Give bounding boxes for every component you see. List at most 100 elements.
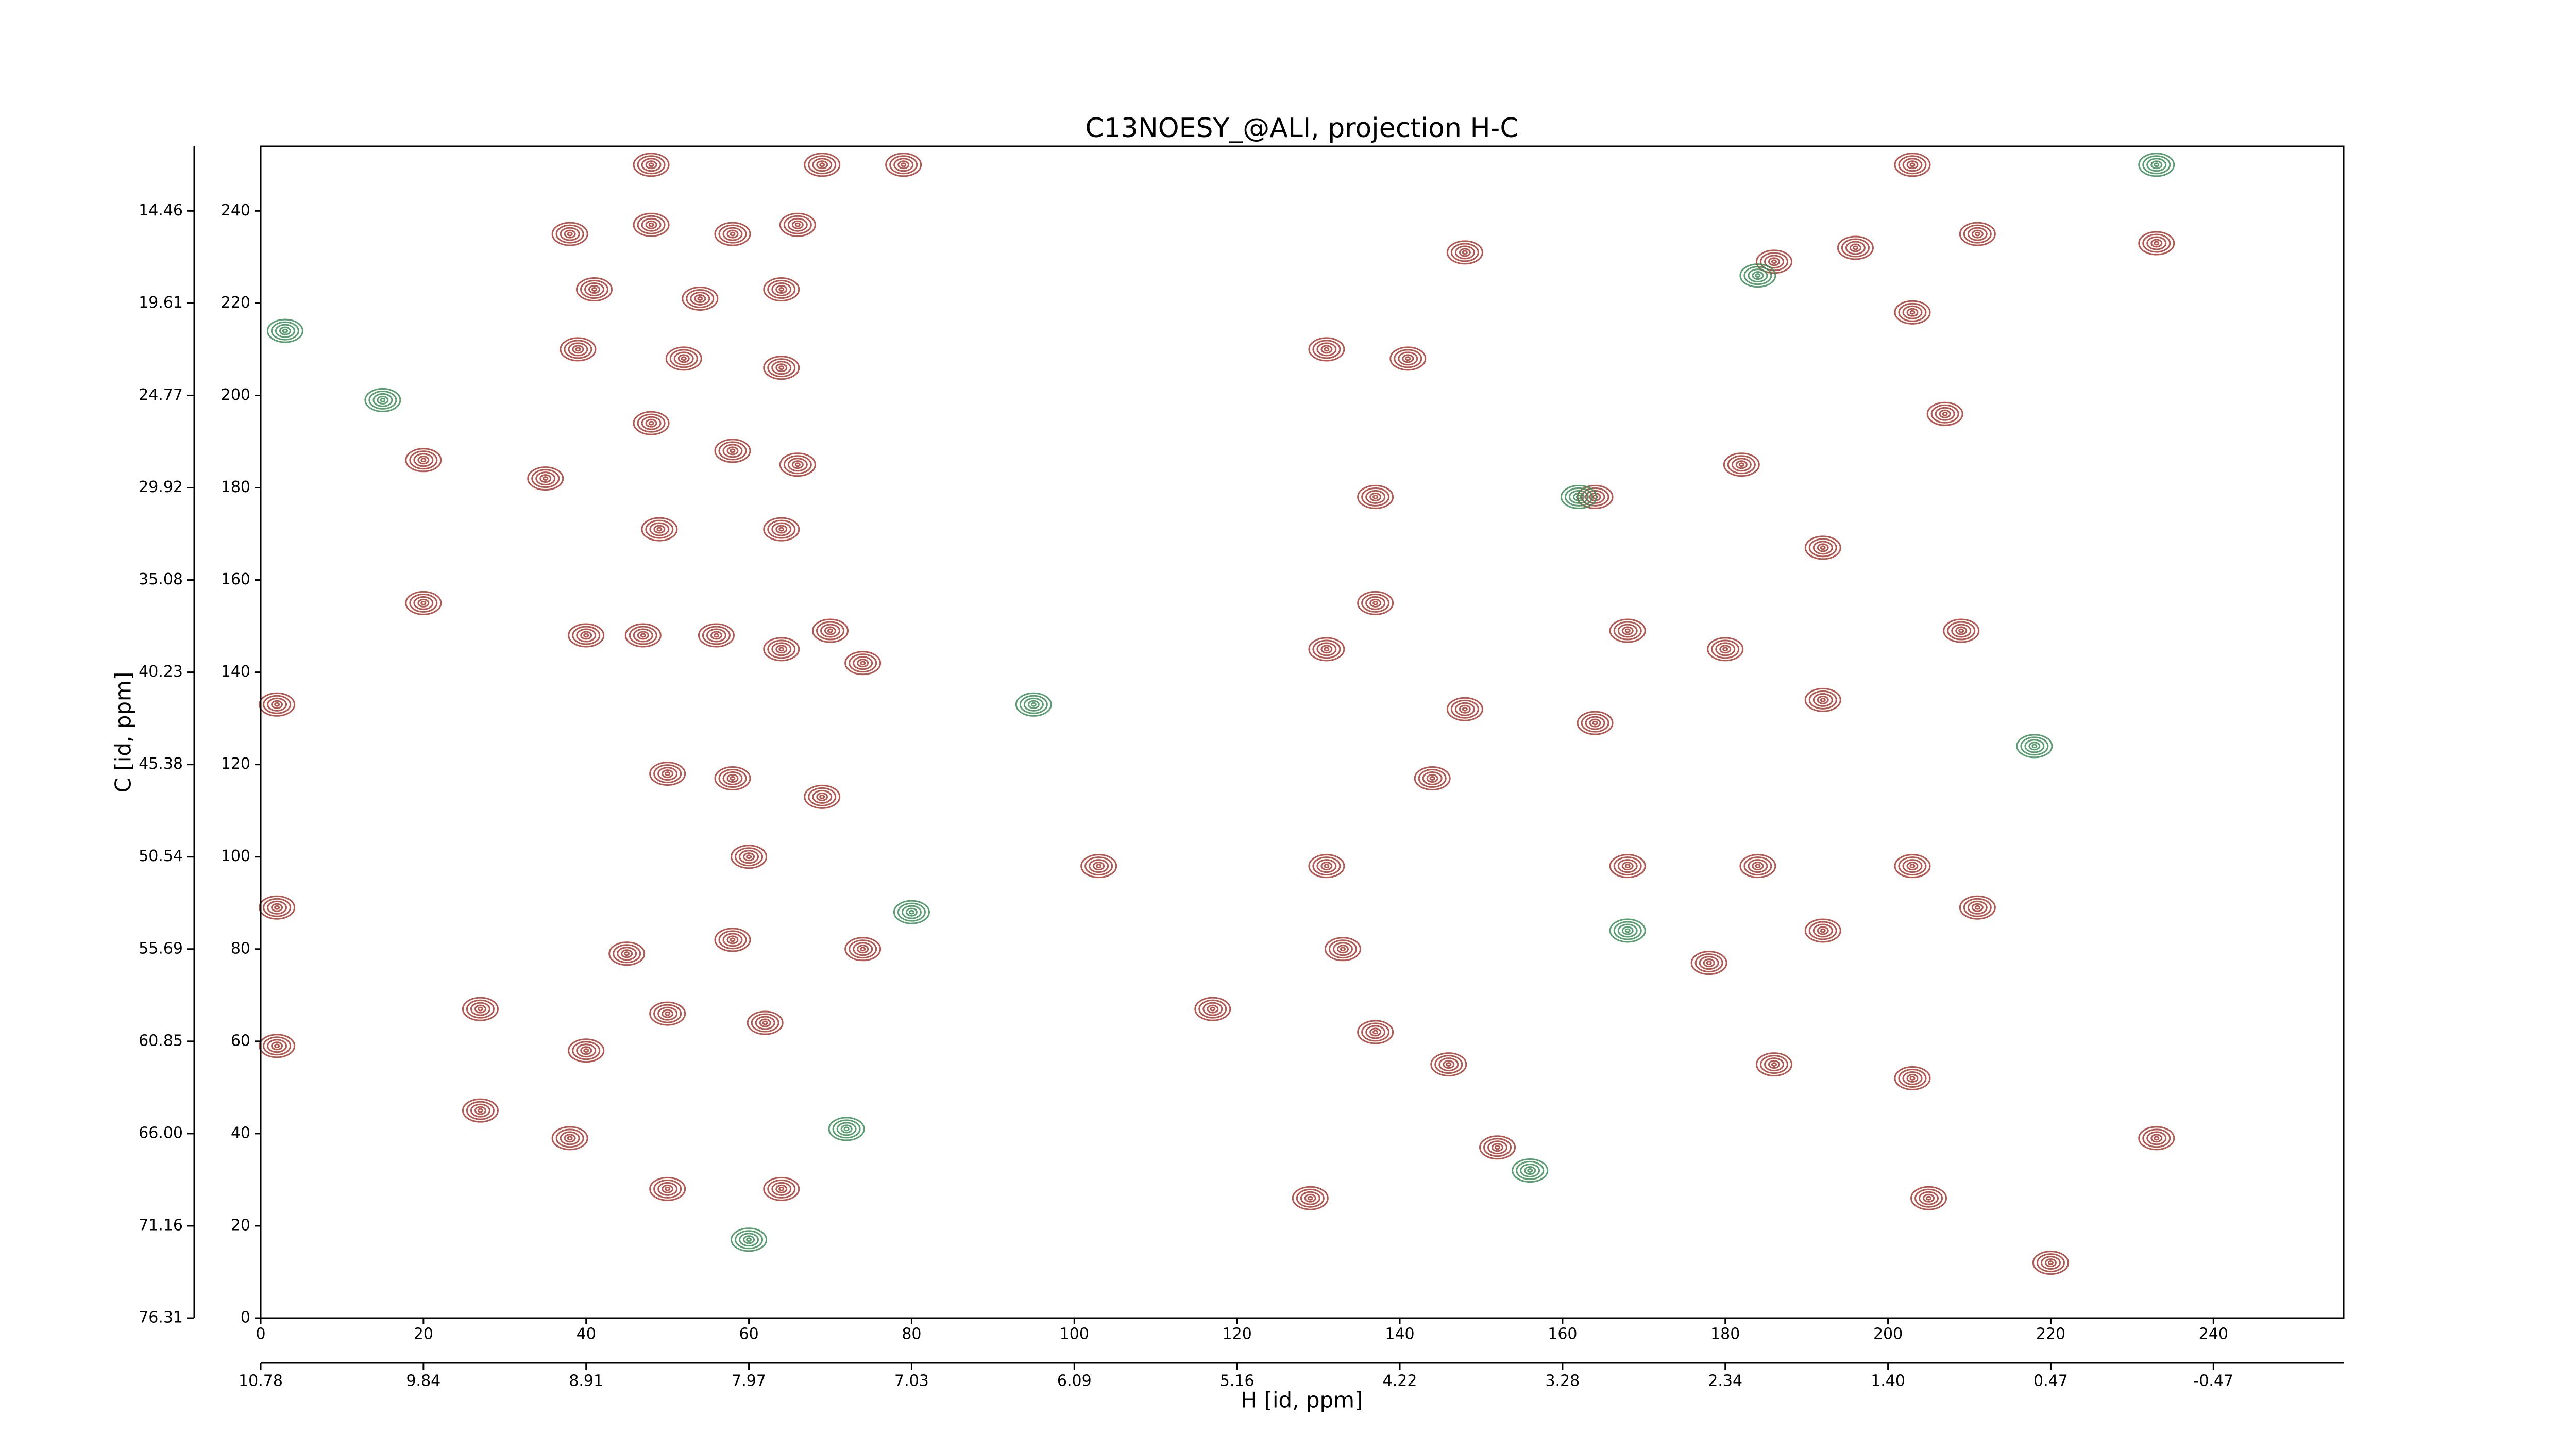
contour-ring bbox=[2016, 734, 2053, 759]
contour-ring bbox=[1015, 692, 1052, 717]
x2-tick-label: 4.22 bbox=[1383, 1372, 1417, 1390]
contour-ring bbox=[624, 623, 662, 648]
contour-ring bbox=[1369, 598, 1382, 608]
contour-ring bbox=[1694, 953, 1723, 973]
contour-ring bbox=[857, 659, 869, 668]
contour-ring bbox=[853, 942, 873, 956]
contour-ring bbox=[633, 212, 670, 237]
contour-ring bbox=[470, 1103, 490, 1118]
peak bbox=[1389, 346, 1427, 371]
x2-tick-label: 3.28 bbox=[1545, 1372, 1580, 1390]
contour-ring bbox=[1755, 273, 1761, 278]
x2-tick-label: -0.47 bbox=[2194, 1372, 2234, 1390]
contour-ring bbox=[567, 231, 573, 237]
contour-ring bbox=[2142, 233, 2171, 253]
contour-ring bbox=[844, 937, 882, 962]
y-tick-label: 40 bbox=[231, 1124, 250, 1142]
contour-ring bbox=[1613, 856, 1642, 876]
contour-ring bbox=[1898, 302, 1927, 322]
contour-ring bbox=[804, 784, 841, 809]
contour-ring bbox=[1609, 618, 1646, 643]
contour-ring bbox=[1959, 222, 1996, 246]
contour-ring bbox=[259, 1034, 296, 1058]
contour-ring bbox=[1512, 1158, 1549, 1183]
y-tick-label: 140 bbox=[221, 663, 250, 681]
contour-ring bbox=[1731, 458, 1752, 472]
contour-ring bbox=[1357, 591, 1394, 615]
contour-ring bbox=[637, 215, 666, 234]
contour-ring bbox=[274, 702, 280, 707]
peak bbox=[1959, 222, 1996, 246]
contour-ring bbox=[759, 1018, 771, 1027]
contour-ring bbox=[1613, 921, 1642, 940]
peak bbox=[2032, 1251, 2069, 1275]
contour-ring bbox=[2146, 1131, 2167, 1145]
contour-ring bbox=[2142, 1128, 2171, 1148]
contour-ring bbox=[413, 596, 434, 610]
contour-ring bbox=[653, 764, 682, 784]
contour-ring bbox=[1837, 235, 1874, 260]
contour-ring bbox=[1752, 271, 1764, 280]
contour-ring bbox=[580, 631, 592, 640]
x2-tick-label: 7.03 bbox=[894, 1372, 929, 1390]
contour-ring bbox=[648, 420, 654, 426]
contour-ring bbox=[1312, 340, 1341, 359]
x-tick-label: 60 bbox=[739, 1325, 758, 1343]
contour-ring bbox=[771, 361, 792, 375]
contour-ring bbox=[1812, 693, 1833, 707]
contour-ring bbox=[816, 160, 828, 170]
contour-ring bbox=[778, 527, 785, 532]
y-tick-label: 80 bbox=[231, 939, 250, 957]
x2-tick-label: 1.40 bbox=[1871, 1372, 1905, 1390]
contour-ring bbox=[1841, 238, 1870, 258]
y2-tick-label: 71.16 bbox=[139, 1216, 183, 1234]
contour-ring bbox=[1454, 702, 1475, 716]
x-tick-label: 220 bbox=[2036, 1325, 2065, 1343]
contour-ring bbox=[1817, 543, 1829, 552]
contour-ring bbox=[1340, 947, 1346, 952]
contour-ring bbox=[1418, 769, 1447, 788]
contour-ring bbox=[726, 774, 739, 783]
contour-ring bbox=[730, 776, 736, 781]
contour-ring bbox=[1372, 494, 1379, 499]
contour-ring bbox=[1320, 345, 1333, 354]
contour-ring bbox=[1909, 162, 1916, 167]
peak bbox=[1479, 1135, 1516, 1160]
contour-ring bbox=[673, 351, 694, 366]
contour-ring bbox=[279, 326, 291, 335]
contour-ring bbox=[576, 628, 597, 643]
contour-ring bbox=[2031, 744, 2038, 749]
y-tick-label: 20 bbox=[231, 1216, 250, 1234]
contour-ring bbox=[1450, 243, 1479, 262]
contour-ring bbox=[564, 229, 576, 239]
contour-ring bbox=[1080, 854, 1117, 879]
contour-ring bbox=[267, 900, 287, 915]
peak bbox=[828, 1117, 865, 1141]
contour-ring bbox=[621, 949, 633, 958]
x-tick-label: 160 bbox=[1548, 1325, 1577, 1343]
contour-ring bbox=[1748, 859, 1768, 873]
contour-ring bbox=[645, 418, 657, 428]
contour-ring bbox=[1804, 918, 1841, 943]
y2-tick-label: 14.46 bbox=[139, 201, 183, 220]
contour-ring bbox=[633, 153, 670, 177]
peak bbox=[266, 318, 303, 343]
contour-ring bbox=[271, 903, 283, 912]
contour-ring bbox=[420, 458, 427, 463]
contour-ring bbox=[722, 771, 743, 786]
contour-ring bbox=[662, 1009, 674, 1018]
contour-ring bbox=[649, 522, 670, 536]
contour-ring bbox=[583, 1048, 589, 1053]
contour-ring bbox=[1524, 1166, 1536, 1175]
contour-ring bbox=[731, 1227, 768, 1252]
peak bbox=[1446, 240, 1483, 265]
peak bbox=[364, 387, 401, 412]
peak bbox=[1292, 1186, 1329, 1210]
contour-ring bbox=[686, 289, 715, 308]
contour-ring bbox=[1898, 856, 1927, 876]
peak bbox=[763, 1176, 800, 1201]
contour-ring bbox=[665, 346, 702, 371]
contour-ring bbox=[1613, 621, 1642, 641]
contour-ring bbox=[767, 280, 796, 299]
contour-ring bbox=[853, 656, 873, 670]
